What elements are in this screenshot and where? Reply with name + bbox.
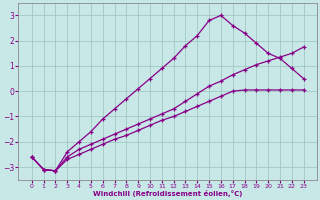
X-axis label: Windchill (Refroidissement éolien,°C): Windchill (Refroidissement éolien,°C) — [93, 190, 242, 197]
